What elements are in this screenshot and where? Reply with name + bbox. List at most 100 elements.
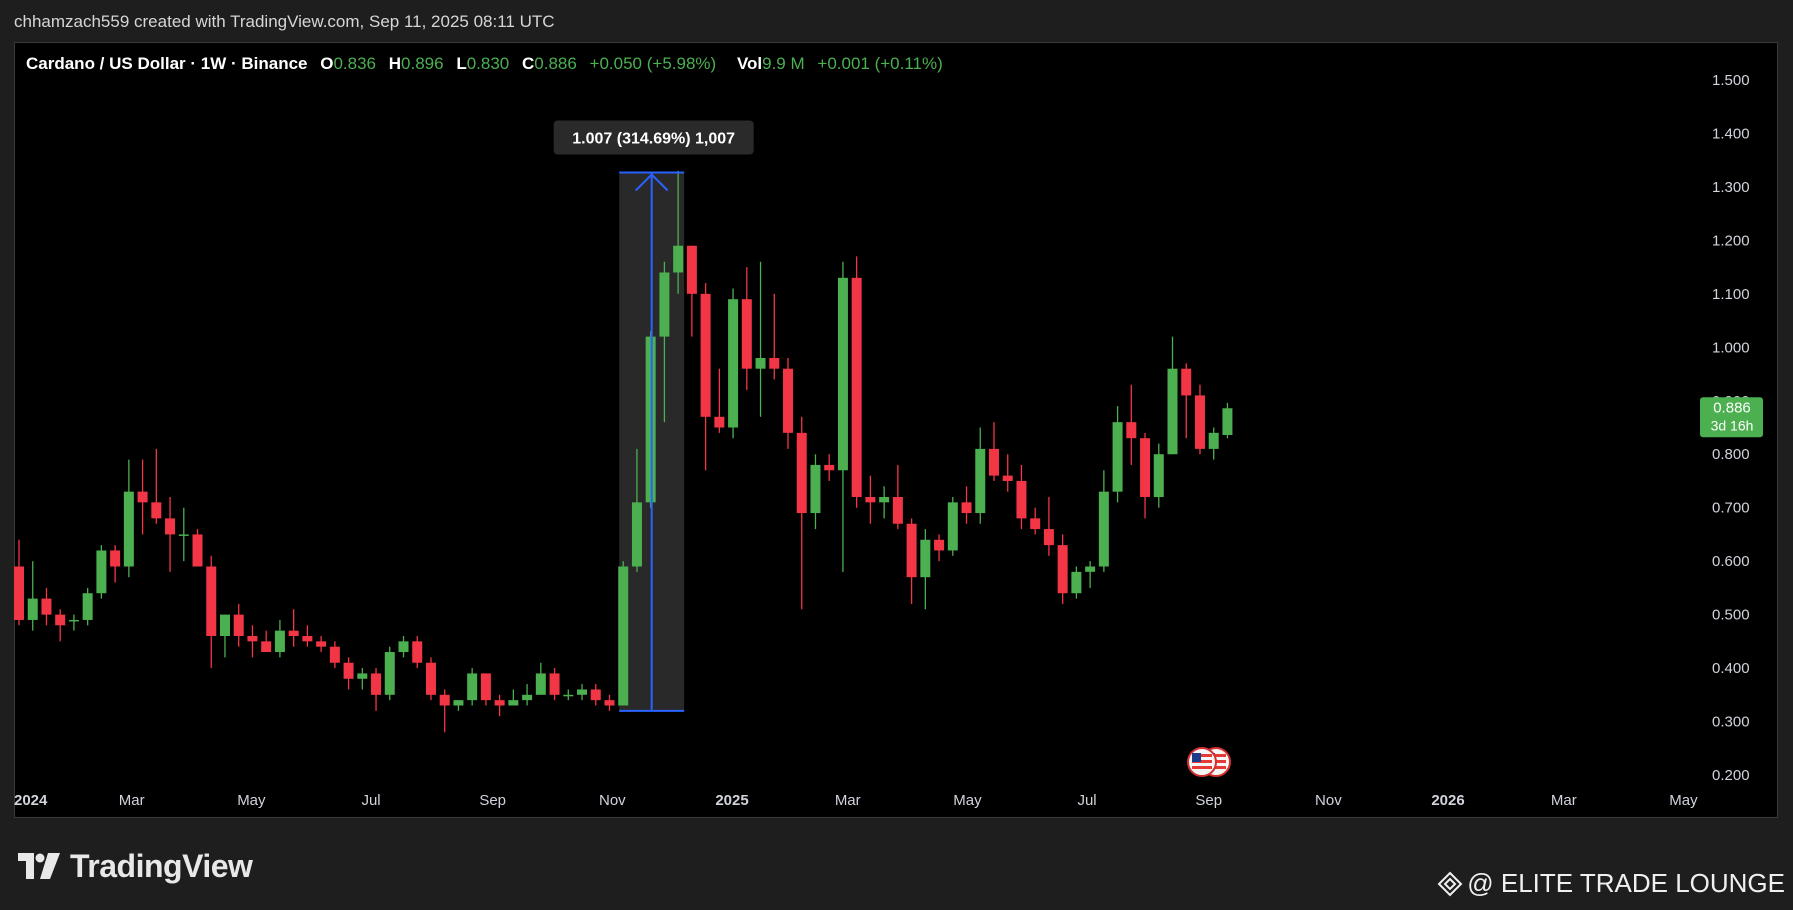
candle-body: [741, 299, 752, 369]
candle: [371, 668, 382, 711]
x-tick-label: Nov: [1315, 792, 1342, 809]
candle-body: [1098, 491, 1109, 567]
economic-events[interactable]: [1187, 747, 1231, 777]
candle: [27, 561, 38, 631]
candle-body: [824, 464, 835, 471]
candle: [1181, 363, 1192, 439]
y-tick-label: 0.700: [1712, 500, 1750, 517]
x-tick-label: Mar: [835, 792, 861, 809]
candle-body: [96, 550, 107, 594]
candle-body: [1167, 368, 1178, 455]
candle: [851, 256, 862, 508]
candle: [906, 518, 917, 604]
candle-body: [110, 550, 121, 567]
candle-body: [206, 566, 217, 636]
candle-body: [728, 299, 739, 428]
candle: [274, 619, 285, 658]
event-flag-icon[interactable]: [1187, 747, 1217, 777]
candle-body: [1181, 368, 1192, 396]
candle: [700, 283, 711, 471]
candle-body: [783, 368, 794, 433]
candle: [810, 454, 821, 530]
candle-body: [55, 614, 66, 626]
candle: [480, 673, 491, 706]
candle: [316, 636, 327, 653]
x-tick-label: Jul: [361, 792, 380, 809]
watermark-text: @ ELITE TRADE LOUNGE: [1467, 868, 1785, 898]
candle-body: [1112, 422, 1123, 492]
symbol-title[interactable]: Cardano / US Dollar · 1W · Binance: [26, 54, 308, 73]
measure-tool[interactable]: 1.007 (314.69%) 1,007: [553, 120, 754, 712]
price-tag-price: 0.886: [1713, 399, 1751, 416]
chart-frame[interactable]: [14, 42, 1778, 818]
candle: [1016, 464, 1027, 530]
candle-body: [837, 277, 848, 471]
candle: [1043, 497, 1054, 556]
y-tick-label: 1.300: [1712, 179, 1750, 196]
candle: [178, 507, 189, 562]
candle-body: [439, 694, 450, 706]
candle: [920, 529, 931, 610]
y-tick-label: 0.800: [1712, 446, 1750, 463]
candle-body: [920, 539, 931, 578]
candle-body: [219, 614, 230, 636]
candle-body: [192, 534, 203, 567]
candle: [151, 448, 162, 524]
candle: [137, 459, 148, 535]
candle-body: [659, 272, 670, 337]
candle-body: [233, 614, 244, 636]
candle: [302, 625, 313, 647]
price-tag-box: [1700, 397, 1763, 438]
candle-body: [604, 700, 615, 706]
candle-body: [398, 641, 409, 653]
symbol-legend[interactable]: Cardano / US Dollar · 1W · Binance O0.83…: [26, 53, 943, 75]
high-value: 0.896: [401, 54, 444, 73]
candle-body: [522, 694, 533, 701]
candle: [1112, 406, 1123, 503]
volume-value: 9.9 M: [762, 54, 805, 73]
candle-body: [123, 491, 134, 567]
x-tick-label: Nov: [599, 792, 626, 809]
candle-body: [673, 245, 684, 273]
candle-body: [288, 630, 299, 636]
y-tick-label: 0.400: [1712, 660, 1750, 677]
change-value: +0.050 (+5.98%): [589, 54, 717, 73]
candle-body: [247, 636, 258, 642]
candle: [892, 464, 903, 530]
x-tick-label: May: [1669, 792, 1698, 809]
y-tick-label: 0.500: [1712, 607, 1750, 624]
candle: [535, 662, 546, 695]
candle-body: [810, 464, 821, 514]
candle: [384, 646, 395, 701]
candle: [837, 261, 848, 572]
candle-body: [453, 700, 464, 706]
candle-body: [851, 277, 862, 497]
candle-body: [618, 566, 629, 706]
candle-body: [755, 358, 766, 369]
y-tick-label: 0.200: [1712, 767, 1750, 784]
y-tick-label: 1.200: [1712, 232, 1750, 249]
low-value: 0.830: [466, 54, 510, 73]
time-axis[interactable]: 2024 Mar May Jul Sep Nov 2025 Mar May Jul Sep Nov 20…: [14, 792, 1698, 809]
watermark: @ ELITE TRADE LOUNGE: [1437, 868, 1785, 899]
tradingview-logo[interactable]: TradingView: [18, 846, 253, 886]
candle: [1085, 561, 1096, 588]
candle-body: [549, 673, 560, 695]
candle: [1140, 432, 1151, 519]
candle-body: [700, 293, 711, 417]
candle: [467, 668, 478, 706]
candle: [714, 368, 725, 433]
low-label: L: [456, 54, 467, 73]
candle-body: [137, 491, 148, 503]
candle: [796, 416, 807, 610]
close-label: C: [521, 54, 535, 73]
y-tick-label: 0.300: [1712, 714, 1750, 731]
candle: [1167, 336, 1178, 455]
candle: [55, 609, 66, 642]
candle-body: [82, 593, 93, 620]
candle: [261, 630, 272, 653]
candle: [398, 636, 409, 658]
candle: [247, 625, 258, 658]
